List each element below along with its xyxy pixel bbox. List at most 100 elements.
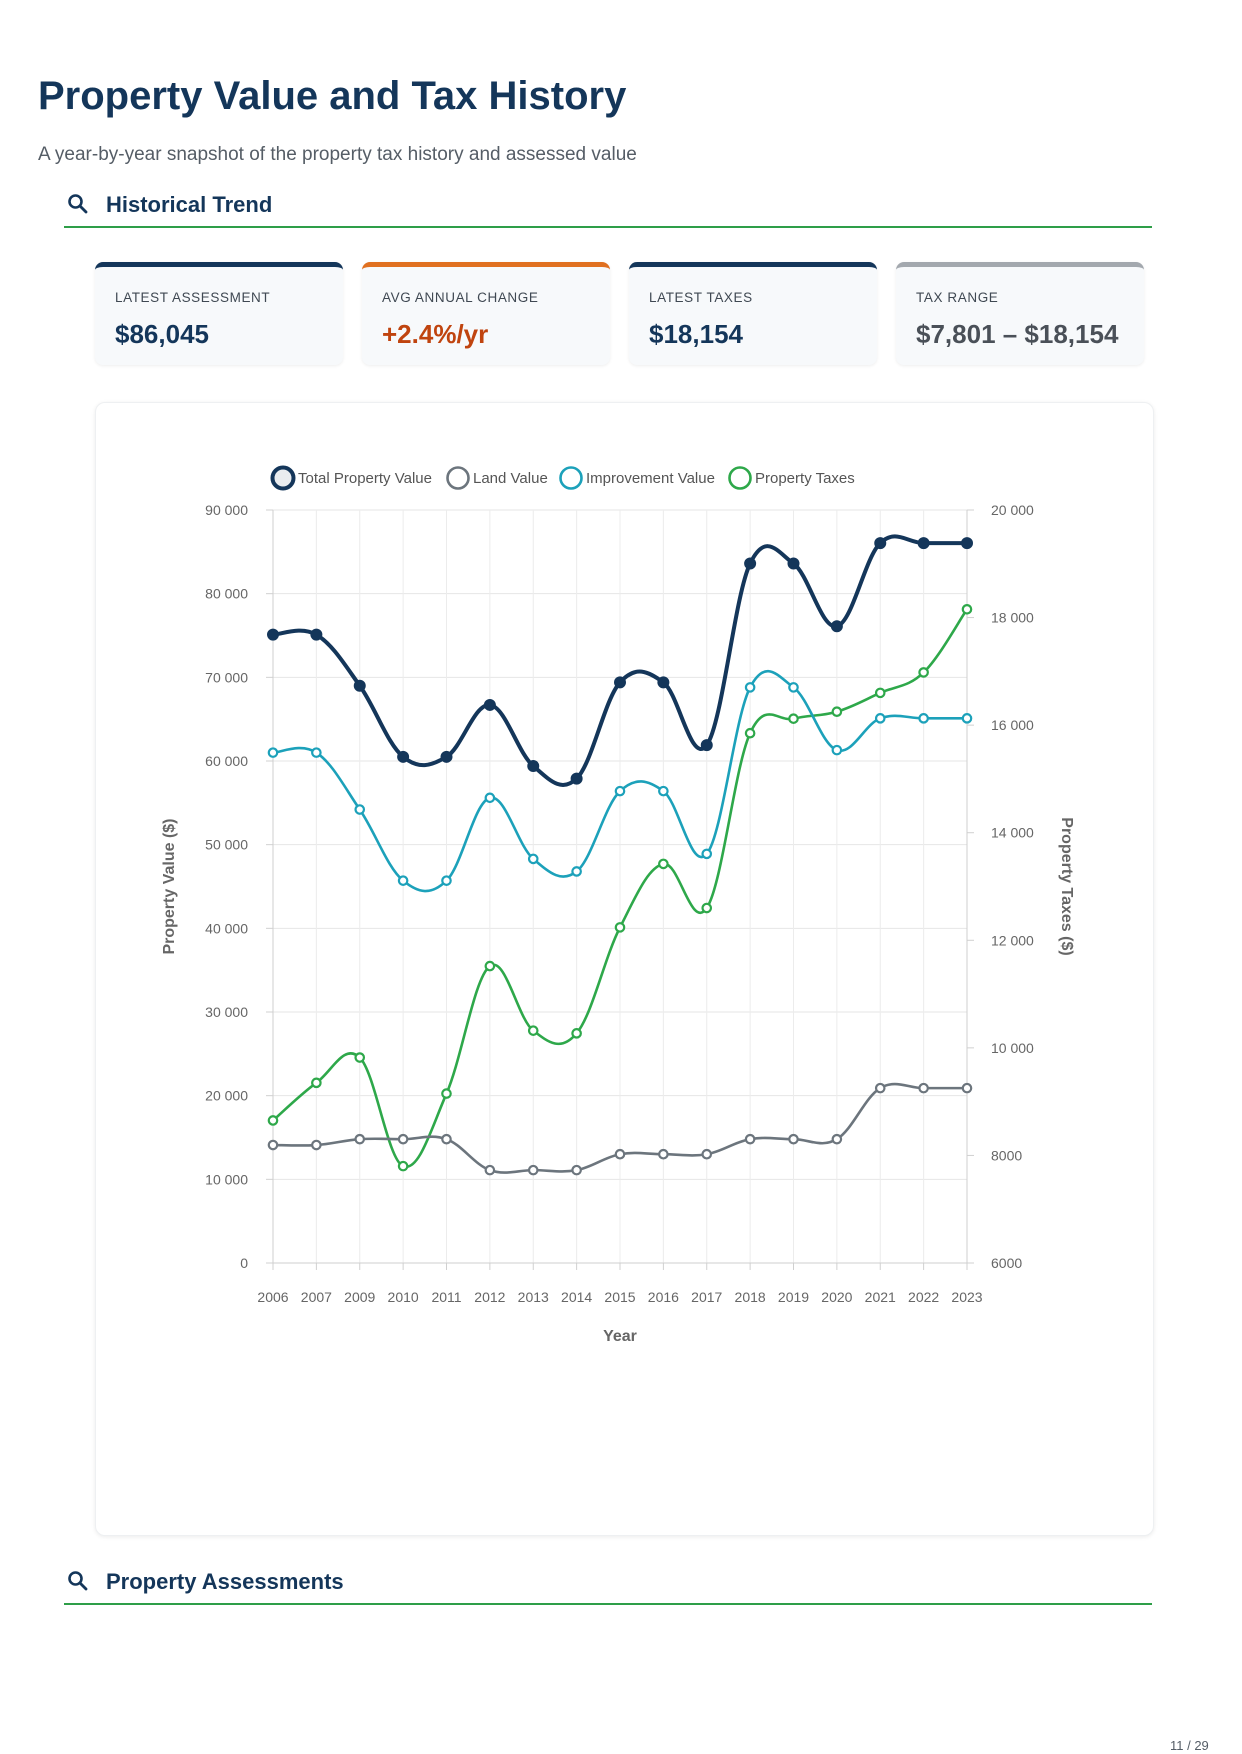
data-point-property-taxes — [701, 902, 713, 914]
card-label: LATEST TAXES — [649, 290, 753, 305]
data-point-property-taxes — [744, 727, 756, 739]
data-point-total-property-value — [527, 760, 540, 773]
data-point-property-taxes — [441, 1088, 452, 1099]
y2-axis-title: Property Taxes ($) — [1058, 817, 1075, 955]
data-point-land-value — [527, 1164, 539, 1176]
x-axis-title: Year — [603, 1328, 637, 1345]
x-tick-label: 2009 — [344, 1289, 375, 1305]
y-tick-label: 50 000 — [205, 837, 248, 853]
x-tick-label: 2010 — [388, 1289, 419, 1305]
card-value: $18,154 — [649, 319, 743, 349]
data-point-total-property-value — [787, 557, 800, 570]
page-title: Property Value and Tax History — [38, 74, 627, 118]
card-label: TAX RANGE — [916, 290, 999, 305]
chart-card: 0 10 000 20 000 30 000 40 000 50 000 60 000 70 … — [95, 402, 1154, 1536]
data-point-land-value — [441, 1133, 452, 1145]
data-point-improvement-value — [571, 866, 582, 877]
card-label: AVG ANNUAL CHANGE — [382, 290, 539, 305]
data-point-land-value — [484, 1164, 496, 1176]
y-tick-label: 70 000 — [205, 669, 248, 685]
data-point-property-taxes — [961, 603, 973, 615]
data-point-land-value — [831, 1133, 843, 1145]
card-avg-annual-change: AVG ANNUAL CHANGE +2.4%/yr — [362, 262, 610, 365]
data-point-improvement-value — [441, 875, 452, 886]
x-tick-label: 2016 — [648, 1289, 679, 1305]
legend-marker-total-property-value — [270, 465, 296, 491]
y-tick-label: 80 000 — [205, 586, 248, 602]
x-tick-label: 2022 — [908, 1289, 939, 1305]
y-tick-label: 20 000 — [205, 1088, 248, 1104]
data-point-land-value — [571, 1164, 582, 1176]
legend-marker-property-taxes — [728, 466, 752, 490]
data-point-property-taxes — [658, 858, 669, 870]
legend-label-property-taxes: Property Taxes — [755, 470, 855, 487]
card-value: $86,045 — [115, 319, 209, 349]
data-point-property-taxes — [311, 1077, 322, 1089]
legend-marker-land-value — [446, 466, 470, 490]
y2-tick-label: 14 000 — [991, 825, 1034, 841]
data-point-improvement-value — [397, 875, 409, 886]
x-tick-label: 2012 — [474, 1289, 505, 1305]
data-point-improvement-value — [961, 713, 973, 724]
data-point-improvement-value — [918, 713, 929, 724]
data-point-property-taxes — [354, 1052, 366, 1063]
section-title: Historical Trend — [106, 192, 273, 217]
x-tick-label: 2021 — [865, 1289, 896, 1305]
data-point-land-value — [311, 1139, 322, 1151]
data-point-property-taxes — [267, 1115, 279, 1126]
data-point-land-value — [918, 1082, 929, 1094]
y-tick-label: 0 — [240, 1255, 248, 1271]
search-icon — [68, 194, 88, 214]
y-tick-label: 90 000 — [205, 502, 248, 518]
x-tick-label: 2019 — [778, 1289, 809, 1305]
data-point-total-property-value — [483, 698, 496, 711]
property-value-tax-chart: 0 10 000 20 000 30 000 40 000 50 000 60 000 70 … — [161, 465, 1075, 1345]
y-tick-label: 60 000 — [205, 753, 248, 769]
x-tick-label: 2011 — [431, 1289, 461, 1305]
data-point-total-property-value — [267, 628, 279, 641]
data-point-land-value — [267, 1139, 279, 1151]
data-point-property-taxes — [484, 960, 496, 972]
y-tick-label: 30 000 — [205, 1004, 248, 1020]
legend-label-improvement-value: Improvement Value — [586, 470, 715, 487]
page-number: 11 / 29 — [1170, 1738, 1209, 1753]
y2-tick-label: 20 000 — [991, 502, 1034, 518]
data-point-improvement-value — [354, 804, 366, 815]
data-point-total-property-value — [744, 557, 757, 570]
data-point-land-value — [354, 1133, 366, 1145]
x-tick-label: 2013 — [518, 1289, 549, 1305]
data-point-total-property-value — [874, 537, 887, 550]
y2-tick-label: 16 000 — [991, 717, 1034, 733]
series-line-total-property-value — [272, 534, 967, 787]
data-point-property-taxes — [918, 667, 929, 678]
data-point-property-taxes — [571, 1028, 582, 1039]
data-point-land-value — [701, 1148, 713, 1160]
data-point-total-property-value — [700, 739, 713, 752]
data-point-property-taxes — [831, 706, 843, 717]
data-point-total-property-value — [570, 772, 583, 785]
data-point-improvement-value — [527, 853, 539, 865]
data-point-total-property-value — [397, 750, 410, 763]
section-header-property-assessments: Property Assessments — [64, 1567, 1152, 1605]
card-tax-range: TAX RANGE $7,801 – $18,154 — [896, 262, 1144, 365]
data-point-land-value — [744, 1133, 756, 1145]
x-tick-label: 2018 — [735, 1289, 766, 1305]
data-point-property-taxes — [614, 922, 626, 933]
y-tick-label: 10 000 — [205, 1171, 248, 1187]
search-icon — [68, 1571, 88, 1591]
card-latest-assessment: LATEST ASSESSMENT $86,045 — [95, 262, 343, 365]
data-point-improvement-value — [311, 747, 322, 758]
data-point-land-value — [874, 1082, 886, 1094]
page-subtitle: A year-by-year snapshot of the property … — [38, 144, 637, 165]
data-point-total-property-value — [657, 676, 670, 689]
data-point-land-value — [658, 1148, 669, 1160]
section-header-historical-trend: Historical Trend — [64, 190, 1152, 228]
x-tick-label: 2023 — [951, 1289, 982, 1305]
data-point-total-property-value — [310, 628, 323, 641]
data-point-improvement-value — [744, 682, 756, 693]
data-point-improvement-value — [267, 747, 279, 758]
card-latest-taxes: LATEST TAXES $18,154 — [629, 262, 877, 365]
x-tick-label: 2006 — [257, 1289, 288, 1305]
legend-label-land-value: Land Value — [473, 470, 548, 487]
data-point-improvement-value — [788, 682, 799, 693]
